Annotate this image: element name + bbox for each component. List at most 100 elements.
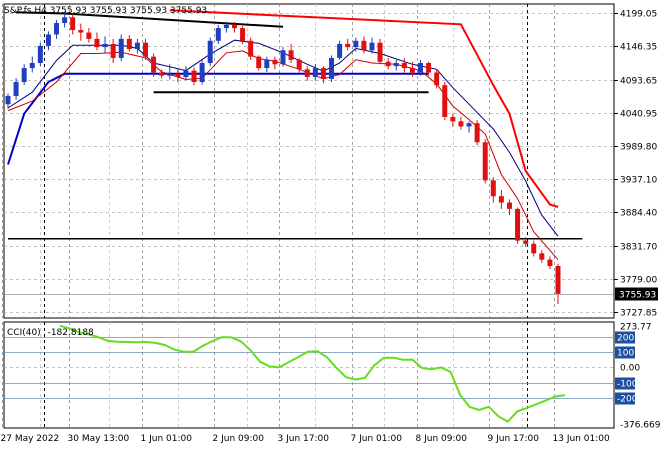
candle-up [118,38,124,58]
y-tick-label: 4093.65 [620,77,657,87]
candle-up [199,62,205,83]
candle-up [466,123,472,127]
y-tick-label: 3779.00 [620,276,657,286]
candle-down [498,196,504,203]
candle-down [506,202,512,209]
candle-down [248,40,254,57]
candle-down [531,243,537,254]
candle-down [345,43,351,48]
moving-average [7,39,559,237]
last-price-tag [615,287,658,301]
candle-down [401,62,407,69]
cci-tick-label: 100 [617,349,634,359]
candle-up [280,50,286,65]
candle-up [29,62,35,69]
y-tick-label: 4199.05 [620,10,657,20]
candle-up [312,68,318,77]
candle-down [175,73,181,77]
candle-up [45,34,51,46]
y-tick-label: 3884.40 [620,209,657,219]
y-tick-label: 3831.70 [620,243,657,253]
last-price-label: 3755.93 [619,291,656,301]
x-tick-label: 8 Jun 09:00 [416,434,468,444]
cci-level-tag [615,392,635,405]
candle-up [13,82,19,96]
candle-up [5,95,11,105]
candle-up [353,40,359,48]
candle-down [126,38,132,50]
x-tick-label: 9 Jun 17:00 [488,434,540,444]
candle-up [54,23,60,35]
y-tick-label: 3989.80 [620,143,657,153]
x-tick-label: 30 May 13:00 [68,434,130,444]
candle-down [288,50,294,60]
candle-down [272,59,278,65]
candle-up [215,28,221,41]
candle-up [62,17,68,24]
candle-up [21,68,27,83]
cci-tick-label: 0.00 [620,364,640,374]
candle-down [555,265,561,294]
x-tick-label: 7 Jun 01:00 [351,434,403,444]
x-tick-label: 1 Jun 01:00 [141,434,193,444]
cci-level-tag [615,346,635,359]
candle-down [70,17,76,31]
upper-envelope [169,9,559,208]
candle-down [490,180,496,197]
candle-down [434,72,440,86]
candle-up [223,24,229,29]
y-tick-label: 3727.85 [620,309,657,319]
y-tick-label: 4146.35 [620,43,657,53]
x-tick-label: 27 May 2022 [1,434,60,444]
candle-down [474,123,480,143]
candle-up [369,42,375,51]
candle-up [329,57,335,79]
candle-up [102,43,108,48]
candle-down [86,32,92,39]
x-tick-label: 13 Jun 01:00 [553,434,610,444]
candle-down [539,253,545,260]
candle-down [94,38,100,48]
candle-down [523,240,529,244]
x-tick-label: 2 Jun 09:00 [213,434,265,444]
candle-down [159,72,165,76]
candle-up [264,59,270,69]
candle-up [207,40,213,63]
cci-level-tag [615,377,635,390]
chart-header: S&P.fs,H4 3755.93 3755.93 3755.93 3755.9… [4,6,207,16]
candle-down [240,28,246,41]
candle-down [110,43,116,58]
candle-down [256,56,262,69]
candle-up [167,73,173,76]
candle-down [458,121,464,127]
candle-up [393,62,399,67]
cci-current-value: -182.8188 [48,328,94,338]
candle-down [296,59,302,70]
cci-tick-label: -100 [617,380,638,390]
candle-down [151,56,157,73]
cci-level-tag [615,331,635,344]
candle-up [418,62,423,73]
candle-down [385,61,391,67]
cci-line [59,324,566,423]
candle-down [143,42,148,57]
price-panel: 4199.05 4146.35 4093.65 4040.95 3989.80 3937.… [2,3,658,319]
candle-down [442,85,448,117]
cci-header: CCI(40) -182.8188 [7,328,94,338]
time-axis: 27 May 2022 30 May 13:00 1 Jun 01:00 2 Jun … [1,434,610,444]
cci-indicator-label: CCI(40) [7,328,41,338]
candle-down [231,24,237,29]
candle-down [191,70,197,83]
y-tick-label: 3937.10 [620,176,657,186]
candle-down [377,42,383,62]
cci-tick-label: -200 [617,395,638,405]
candle-down [361,40,367,51]
candle-up [337,43,343,58]
price-frame [3,3,615,319]
candle-down [426,62,432,73]
cci-tick-label: 200 [617,334,634,344]
cci-tick-label: 273.77 [620,323,652,333]
